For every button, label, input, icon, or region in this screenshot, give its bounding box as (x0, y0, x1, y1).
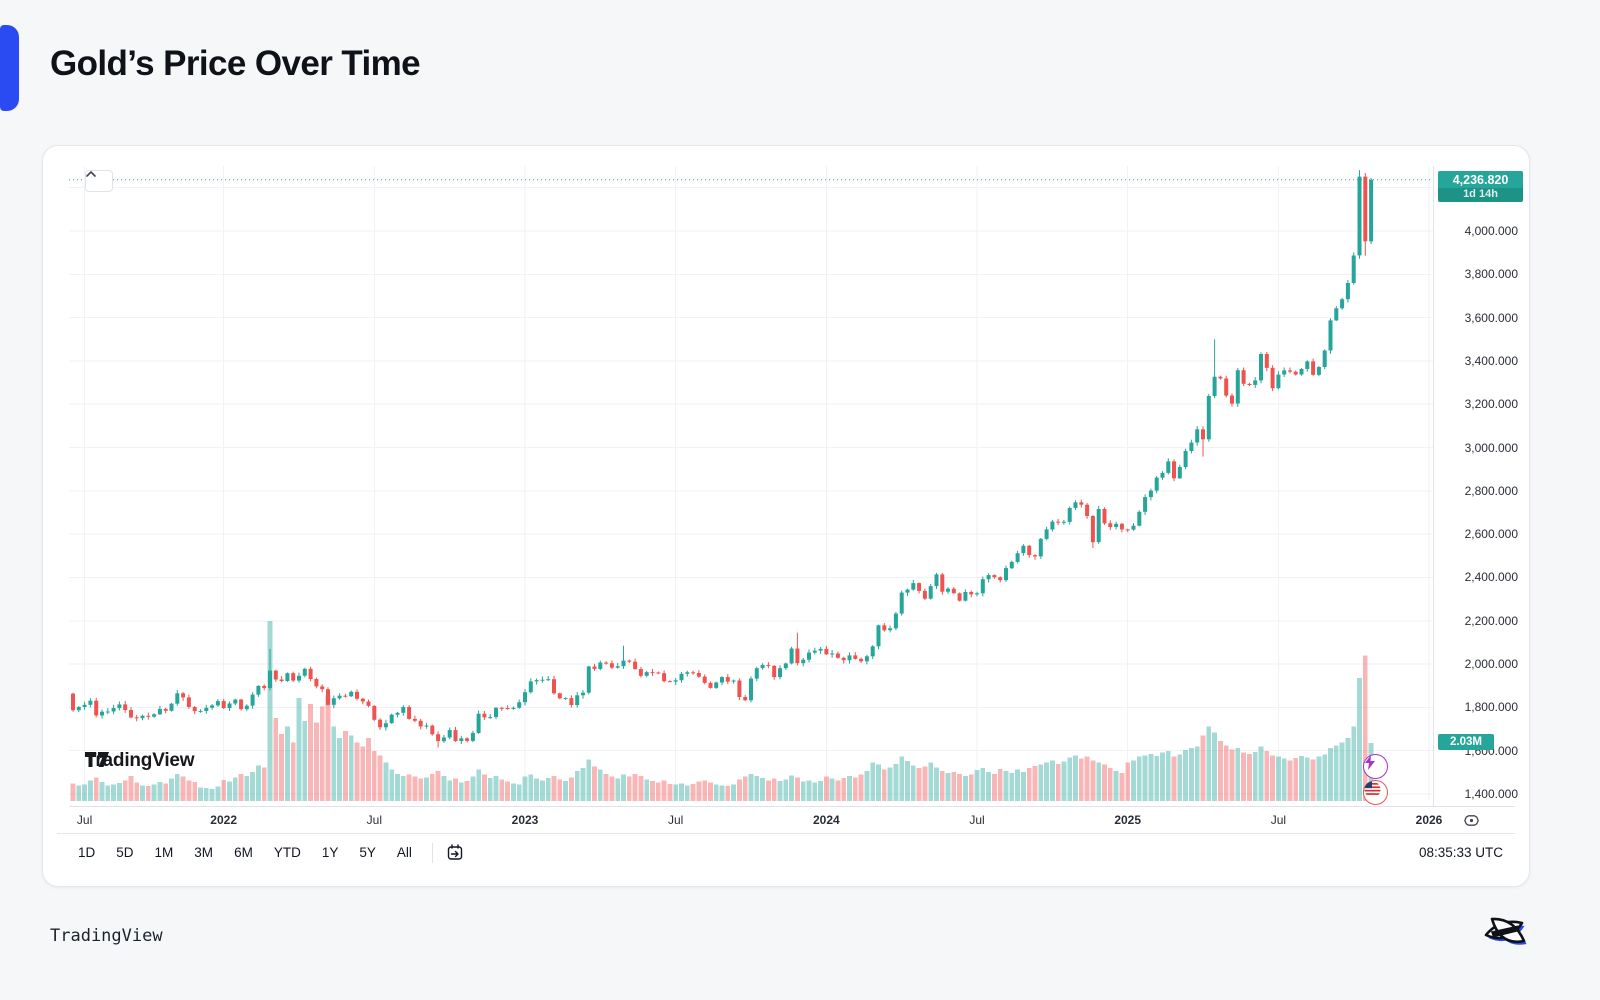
time-tick: 2023 (511, 813, 539, 827)
last-price-value: 4,236.820 (1438, 170, 1523, 188)
price-tick: 3,400.000 (1464, 353, 1518, 368)
footer-logo-icon (1482, 912, 1534, 965)
price-tick: 3,600.000 (1464, 310, 1518, 325)
price-axis[interactable]: 4,236.820 1d 14h 2.03M 4,000.000 3,800.00… (1433, 166, 1528, 806)
range-button-1m[interactable]: 1M (146, 841, 183, 864)
bar-countdown: 1d 14h (1438, 187, 1523, 202)
time-tick: 2024 (812, 813, 840, 827)
price-tick: 3,000.000 (1464, 440, 1518, 455)
candles-svg (69, 166, 1433, 801)
go-to-date-button[interactable] (444, 842, 466, 863)
calendar-go-to-date-icon (447, 844, 463, 860)
candles (71, 170, 1374, 748)
pane-collapse-button[interactable] (85, 170, 113, 192)
range-button-1y[interactable]: 1Y (313, 841, 348, 864)
range-buttons-group: 1D 5D 1M 3M 6M YTD 1Y 5Y All (69, 841, 421, 864)
time-axis[interactable]: Jul 2022 Jul 2023 Jul 2024 Jul 2025 Jul 2026 (69, 806, 1515, 834)
price-tick: 3,800.000 (1464, 267, 1518, 282)
us-flag-icon (1364, 781, 1381, 798)
page-title: Gold’s Price Over Time (50, 44, 421, 83)
chart-card: TradingView 4,236.820 (42, 145, 1530, 887)
economic-event-us-flag-badge[interactable] (1363, 780, 1388, 805)
tradingview-watermark: TradingView (85, 750, 195, 772)
range-button-ytd[interactable]: YTD (265, 841, 310, 864)
range-button-all[interactable]: All (388, 841, 421, 864)
time-tick: Jul (1270, 813, 1287, 827)
price-tick: 2,800.000 (1464, 483, 1518, 498)
time-tick: Jul (969, 813, 985, 827)
axis-settings-button[interactable] (1464, 813, 1479, 828)
price-tick: 2,400.000 (1464, 570, 1518, 585)
toolbar-divider (431, 842, 433, 863)
price-tick: 1,800.000 (1464, 700, 1518, 715)
price-tick: 1,400.000 (1464, 787, 1518, 801)
time-tick: 2025 (1114, 813, 1142, 827)
range-button-3m[interactable]: 3M (185, 841, 222, 864)
watermark-label: TradingView (85, 750, 195, 771)
time-tick: 2022 (210, 813, 238, 827)
time-tick: Jul (76, 813, 93, 827)
title-accent-bar (0, 25, 19, 111)
candlestick-chart-plot[interactable]: TradingView (69, 166, 1433, 806)
chart-toolbar: 1D 5D 1M 3M 6M YTD 1Y 5Y All 08:35:33 UTC (57, 833, 1515, 871)
price-tick: 4,000.000 (1464, 223, 1518, 238)
time-tick: Jul (366, 813, 382, 827)
economic-event-lightning-badge[interactable] (1363, 754, 1388, 779)
price-tick: 3,200.000 (1464, 397, 1518, 412)
utc-clock: 08:35:33 UTC (1418, 845, 1503, 860)
volume-bars (70, 621, 1374, 801)
lightning-icon (1365, 755, 1375, 770)
time-tick: Jul (668, 813, 684, 827)
time-tick: 2026 (1415, 813, 1443, 827)
chevron-up-icon (86, 171, 96, 177)
price-tick: 2,200.000 (1464, 613, 1518, 628)
range-button-5y[interactable]: 5Y (350, 841, 385, 864)
price-tick: 2,000.000 (1464, 657, 1518, 672)
tradingview-logo-icon (85, 752, 109, 767)
grid-lines (69, 166, 1433, 800)
price-tick: 2,600.000 (1464, 527, 1518, 542)
gear-icon (1464, 815, 1479, 826)
last-volume-badge: 2.03M (1438, 734, 1494, 750)
range-button-6m[interactable]: 6M (225, 841, 262, 864)
range-button-5d[interactable]: 5D (107, 841, 142, 864)
last-price-badge: 4,236.820 1d 14h (1438, 170, 1523, 202)
range-button-1d[interactable]: 1D (69, 841, 104, 864)
footer-brand: TradingView (50, 926, 163, 946)
